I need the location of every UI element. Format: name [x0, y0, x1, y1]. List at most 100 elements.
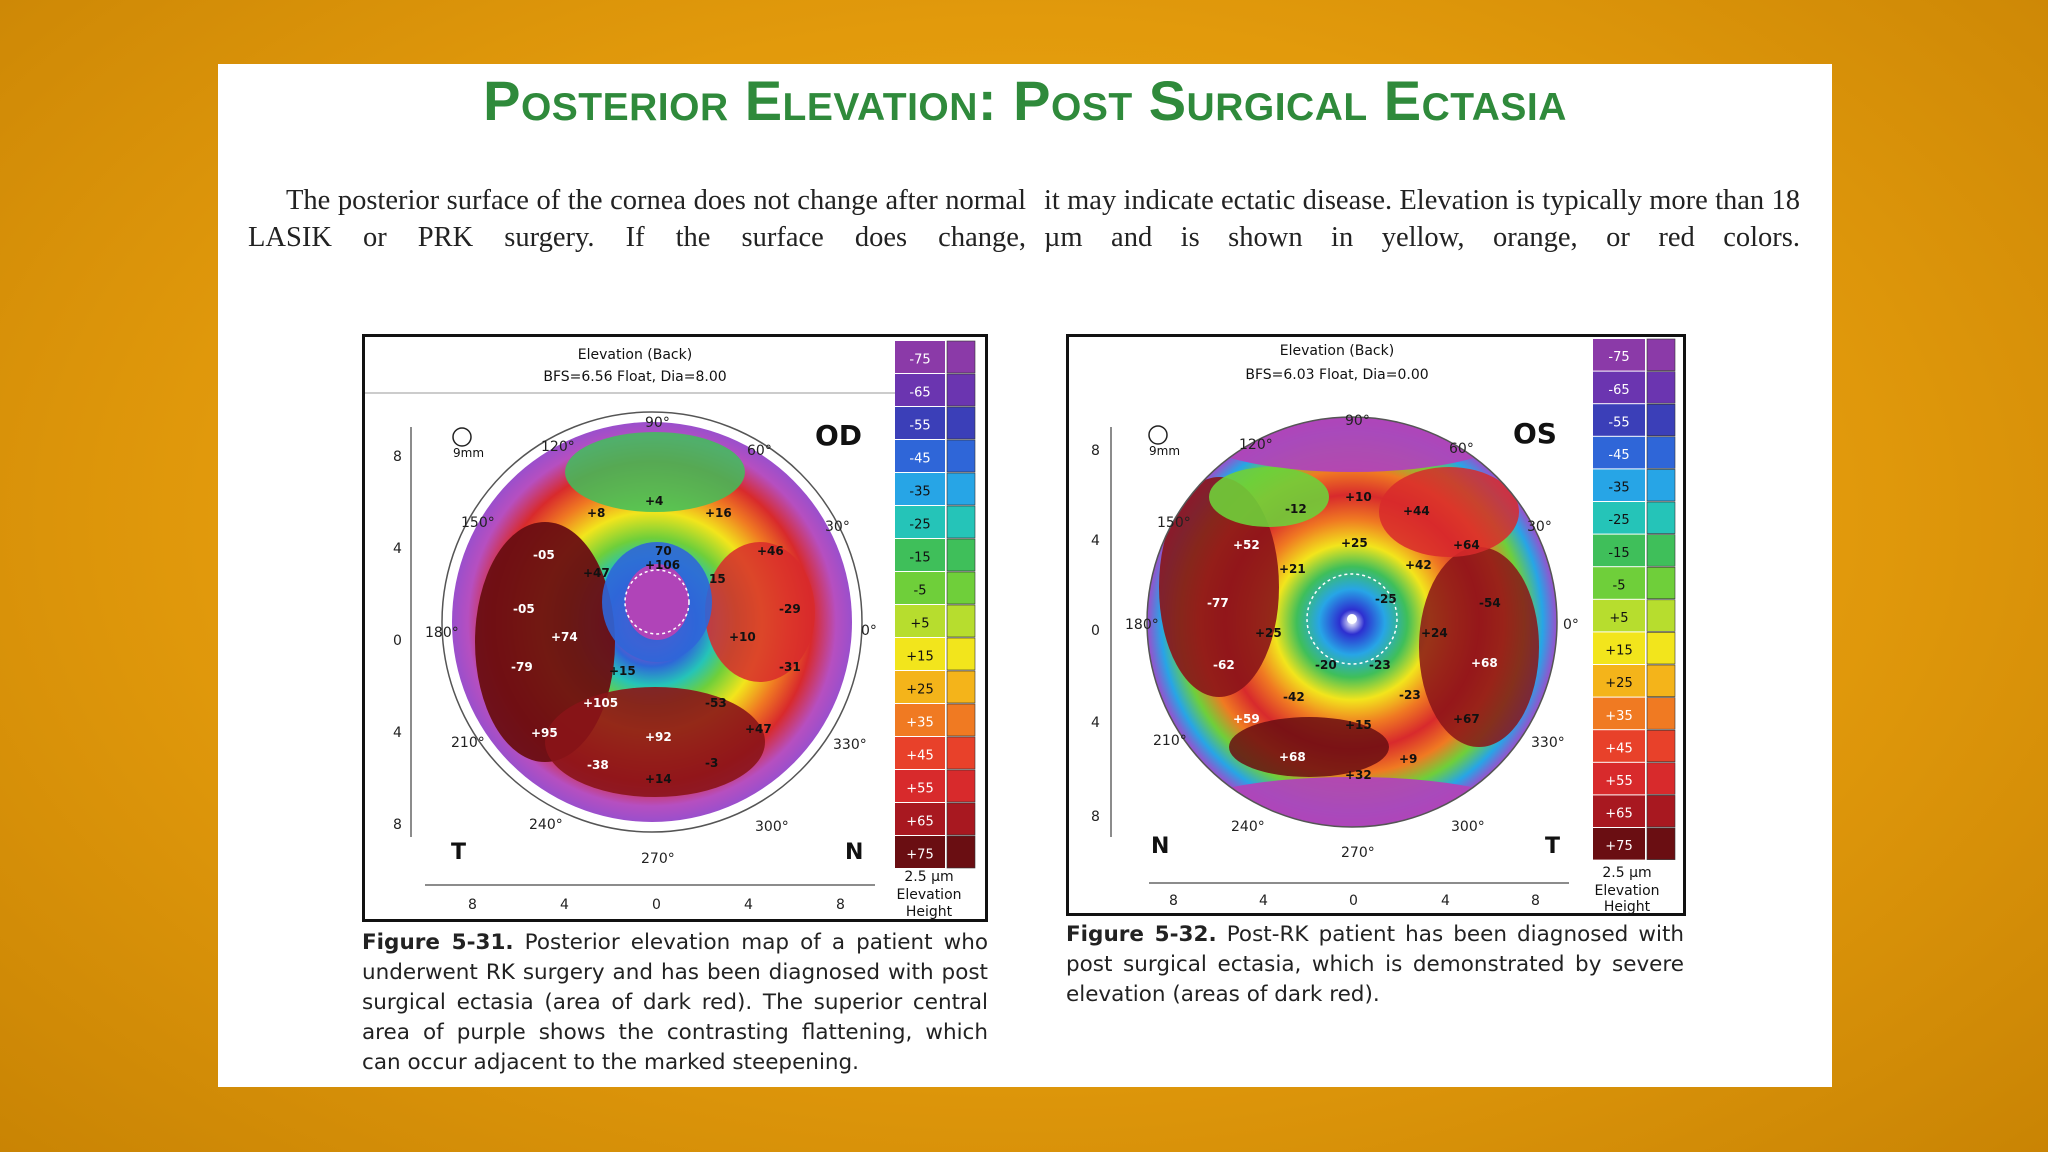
elevation-value: +105 — [583, 696, 618, 710]
figure-5-32-map: Elevation (Back) BFS=6.03 Float, Dia=0.0… — [1066, 334, 1686, 916]
scale-label-elevation: Elevation — [896, 887, 961, 903]
scale-bar — [946, 472, 976, 506]
scale-swatch — [895, 671, 945, 703]
angle-label: 150° — [1157, 515, 1191, 531]
scale-swatch — [1593, 599, 1645, 632]
side-label-right: N — [845, 840, 863, 865]
angle-label: 0° — [861, 623, 877, 639]
elevation-value: +68 — [1471, 656, 1498, 670]
angle-labels: 90° 120° 60° 150° 30° 180° 0° 210° 330° … — [425, 415, 877, 867]
scale-label: -65 — [909, 385, 930, 400]
zoom-label: 9mm — [1149, 444, 1180, 458]
scale-bar — [946, 505, 976, 539]
scale-swatch — [895, 539, 945, 571]
scale-swatch — [895, 737, 945, 769]
side-label-right: T — [1545, 834, 1560, 859]
map-header-line2: BFS=6.03 Float, Dia=0.00 — [1245, 367, 1428, 383]
elevation-value: +9 — [1399, 752, 1417, 766]
elevation-value: +16 — [705, 506, 732, 520]
scale-unit: 2.5 µm — [904, 869, 953, 885]
elevation-value: -54 — [1479, 596, 1501, 610]
x-ticks: 8 4 0 4 8 — [1169, 893, 1540, 909]
elevation-value: -12 — [1285, 502, 1307, 516]
scale-swatch — [895, 605, 945, 637]
angle-label: 120° — [541, 439, 575, 455]
angle-label: 150° — [461, 515, 495, 531]
elevation-value: +92 — [645, 730, 672, 744]
scale-bar — [1646, 566, 1676, 600]
y-tick: 8 — [393, 817, 402, 833]
elevation-value: +64 — [1453, 538, 1480, 552]
scale-bar — [1646, 501, 1676, 534]
elevation-value: -20 — [1315, 658, 1337, 672]
angle-label: 90° — [645, 415, 670, 431]
scale-swatch — [1593, 339, 1645, 371]
elevation-values: +4 +8 +16 +46 -05 +47 +106 -05 +74 -29 +… — [511, 494, 801, 786]
scale-label: +25 — [1605, 676, 1632, 691]
elevation-value: +46 — [757, 544, 784, 558]
scale-swatch — [895, 770, 945, 802]
scale-label-height: Height — [906, 904, 953, 919]
slide: Posterior Elevation: Post Surgical Ectas… — [218, 64, 1832, 1087]
scale-bar — [946, 637, 976, 671]
scale-bar — [946, 571, 976, 605]
scale-bar — [1646, 436, 1676, 469]
scale-bar — [1646, 762, 1676, 795]
elevation-value: +47 — [583, 566, 610, 580]
scale-bar — [1646, 534, 1676, 567]
scale-label: +45 — [906, 748, 933, 763]
angle-label: 120° — [1239, 437, 1273, 453]
angle-label: 90° — [1345, 413, 1370, 429]
scale-label: +65 — [906, 814, 933, 829]
scale-label: +75 — [906, 847, 933, 862]
angle-label: 30° — [825, 519, 850, 535]
scale-bar — [946, 538, 976, 572]
angle-label: 180° — [425, 625, 459, 641]
elevation-value: +106 — [645, 558, 680, 572]
scale-label: +25 — [906, 682, 933, 697]
scale-label: -45 — [909, 451, 930, 466]
scale-swatch — [1593, 795, 1645, 827]
scale-label: -75 — [1608, 350, 1629, 365]
x-ticks: 8 4 0 4 8 — [468, 897, 845, 913]
scale-label: +55 — [906, 781, 933, 796]
angle-labels: 90° 120° 60° 150° 30° 180° 0° 210° 330° … — [1125, 413, 1579, 861]
side-label-left: N — [1151, 834, 1169, 859]
scale-bar — [946, 736, 976, 770]
elevation-value: 15 — [709, 572, 726, 586]
elevation-value: -05 — [533, 548, 555, 562]
angle-label: 330° — [1531, 735, 1565, 751]
zoom-icon — [1148, 425, 1168, 445]
scale-label: +35 — [906, 715, 933, 730]
x-tick: 4 — [560, 897, 569, 913]
scale-bar — [1646, 729, 1676, 763]
scale-swatch — [895, 572, 945, 604]
scale-swatch — [1593, 469, 1645, 501]
scale-swatch — [1593, 404, 1645, 436]
x-tick: 0 — [652, 897, 661, 913]
scale-label: +75 — [1605, 839, 1632, 854]
scale-label-height: Height — [1604, 899, 1651, 913]
scale-swatch — [895, 506, 945, 538]
elevation-value: -23 — [1399, 688, 1421, 702]
elevation-value: +47 — [745, 722, 772, 736]
scale-swatch — [895, 638, 945, 670]
angle-label: 240° — [529, 817, 563, 833]
scale-bar — [1646, 403, 1676, 437]
elevation-value: +15 — [1345, 718, 1372, 732]
elevation-value: -79 — [511, 660, 533, 674]
zoom-icon — [452, 427, 472, 447]
scale-swatch — [895, 704, 945, 736]
elevation-value: +42 — [1405, 558, 1432, 572]
angle-label: 210° — [451, 735, 485, 751]
scale-label-elevation: Elevation — [1594, 883, 1659, 899]
scale-label: -35 — [909, 484, 930, 499]
x-tick: 8 — [1169, 893, 1178, 909]
elevation-value: -77 — [1207, 596, 1229, 610]
scale-swatch — [1593, 828, 1645, 860]
scale-bar — [946, 340, 976, 374]
scale-swatch — [895, 803, 945, 835]
elevation-value: +32 — [1345, 768, 1372, 782]
y-tick: 0 — [393, 633, 402, 649]
elevation-value: +24 — [1421, 626, 1448, 640]
